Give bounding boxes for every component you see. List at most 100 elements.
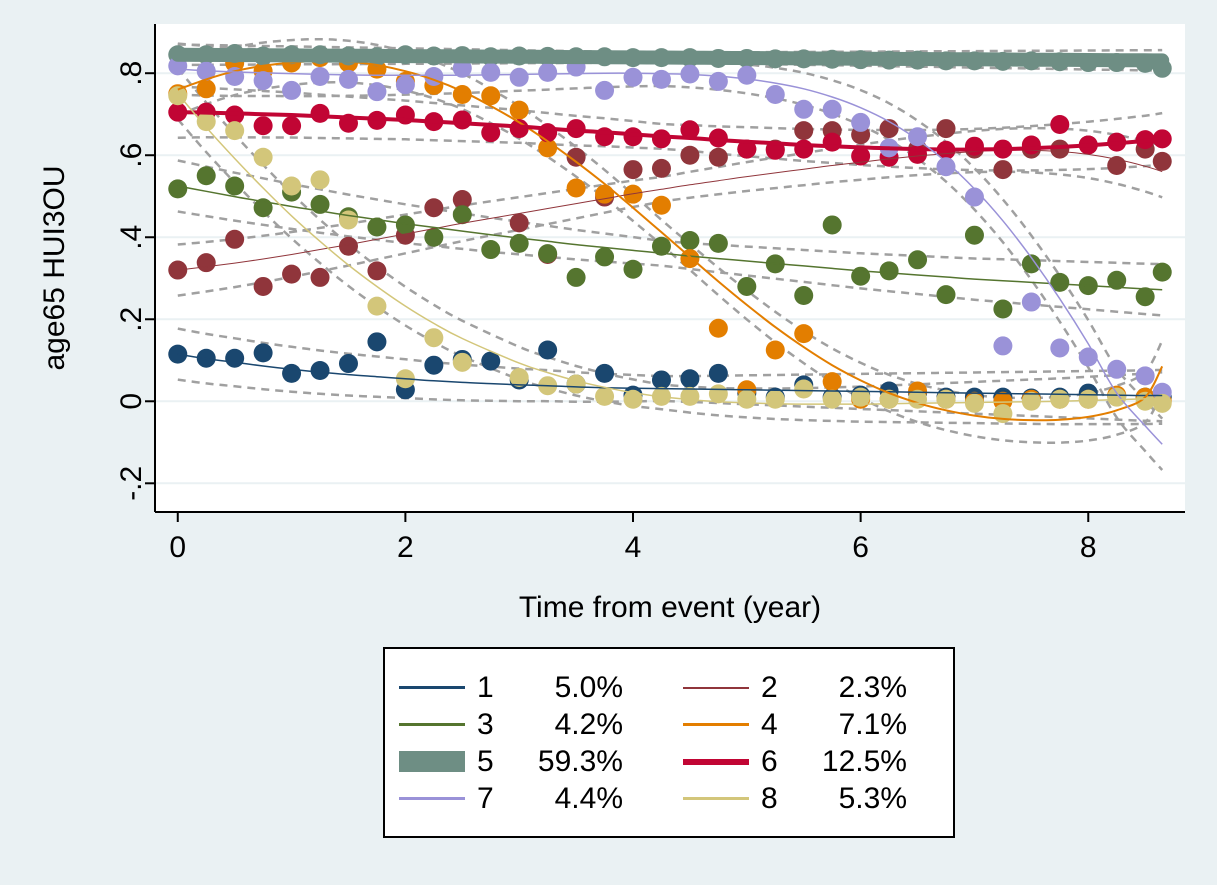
legend-swatch-series-1: [399, 686, 465, 689]
legend-swatch-series-5: [399, 751, 465, 772]
data-point-series-6: [538, 123, 558, 143]
data-point-series-3: [538, 244, 558, 264]
data-point-series-6: [253, 116, 273, 136]
fit-line-series-6: [177, 110, 1163, 152]
data-point-series-8: [1078, 389, 1098, 409]
y-tick-label: .8: [115, 61, 148, 86]
data-point-series-6: [168, 102, 188, 122]
data-point-series-7: [822, 99, 842, 119]
data-point-series-1: [680, 369, 700, 389]
data-point-series-3: [452, 205, 472, 225]
data-point-series-7: [651, 69, 671, 89]
data-point-series-6: [794, 139, 814, 159]
legend-entry-series-2: 2 2.3%: [669, 669, 953, 706]
confidence-band-series-3: [177, 159, 1163, 266]
data-point-series-3: [708, 233, 728, 253]
legend-swatch-series-6: [683, 758, 749, 765]
x-tick-label: 8: [1080, 531, 1097, 564]
legend-entry-series-5: 5 59.3%: [385, 743, 669, 780]
data-point-series-3: [623, 259, 643, 279]
data-point-series-3: [879, 261, 899, 281]
data-point-series-8: [737, 389, 757, 409]
data-point-series-2: [651, 158, 671, 178]
y-tick-label: -.2: [115, 466, 148, 501]
data-point-series-3: [1135, 287, 1155, 307]
legend-series-share: 4.4%: [554, 781, 623, 815]
data-point-series-7: [282, 80, 302, 100]
axes: -.2 0 .2 .4 .6 .8 0 2 4 6 8: [115, 24, 1185, 564]
data-point-series-7: [538, 62, 558, 82]
data-point-series-4: [566, 178, 586, 198]
data-point-series-3: [168, 179, 188, 199]
data-point-series-8: [253, 147, 273, 167]
legend-series-share: 2.3%: [838, 670, 907, 704]
data-point-series-7: [993, 336, 1013, 356]
data-point-series-6: [1021, 135, 1041, 155]
data-point-series-3: [651, 236, 671, 256]
data-point-series-3: [1152, 262, 1172, 282]
data-point-series-2: [1050, 139, 1070, 159]
data-point-series-7: [936, 157, 956, 177]
data-point-series-8: [282, 176, 302, 196]
data-point-series-1: [310, 361, 330, 381]
legend-swatch-series-3: [399, 723, 465, 726]
data-point-series-6: [452, 110, 472, 130]
data-point-series-4: [794, 324, 814, 344]
legend-entry-series-4: 4 7.1%: [669, 706, 953, 743]
confidence-band-series-8: [176, 118, 1163, 426]
x-tick-label: 4: [625, 531, 642, 564]
data-point-series-1: [168, 344, 188, 364]
data-point-series-1: [367, 332, 387, 352]
legend-series-name: 2: [761, 670, 778, 704]
data-point-series-2: [196, 253, 216, 273]
data-point-series-7: [595, 80, 615, 100]
data-point-series-6: [1152, 129, 1172, 149]
data-point-series-2: [509, 213, 529, 233]
data-point-series-3: [566, 267, 586, 287]
data-point-series-3: [822, 215, 842, 235]
legend-series-share: 7.1%: [838, 707, 907, 741]
data-point-series-2: [424, 198, 444, 218]
confidence-band-series-4: [177, 37, 1164, 400]
legend-entry-series-6: 6 12.5%: [669, 743, 953, 780]
data-point-series-3: [993, 299, 1013, 319]
data-point-series-3: [595, 247, 615, 267]
data-point-series-7: [964, 187, 984, 207]
data-point-series-2: [168, 260, 188, 280]
data-point-series-2: [253, 276, 273, 296]
data-point-series-6: [822, 132, 842, 152]
x-tick-label: 2: [397, 531, 414, 564]
data-point-series-8: [196, 112, 216, 132]
data-point-series-4: [481, 86, 501, 106]
legend-series-name: 6: [761, 744, 778, 778]
data-point-series-2: [936, 119, 956, 139]
data-point-series-6: [509, 119, 529, 139]
data-point-series-7: [623, 67, 643, 87]
data-point-series-6: [708, 128, 728, 148]
legend-swatch-series-4: [683, 723, 749, 726]
data-point-series-3: [794, 285, 814, 305]
data-point-series-8: [964, 393, 984, 413]
data-point-series-3: [1021, 254, 1041, 274]
data-point-series-3: [481, 240, 501, 260]
data-point-series-7: [1135, 366, 1155, 386]
data-point-series-1: [651, 370, 671, 390]
data-point-series-1: [225, 348, 245, 368]
data-point-series-4: [708, 318, 728, 338]
data-point-series-8: [794, 379, 814, 399]
x-tick-label: 6: [852, 531, 869, 564]
data-point-series-1: [481, 351, 501, 371]
data-point-series-6: [310, 103, 330, 123]
legend-series-name: 8: [761, 781, 778, 815]
data-point-series-3: [424, 227, 444, 247]
data-point-series-2: [367, 261, 387, 281]
data-point-series-8: [1050, 389, 1070, 409]
x-tick-label: 0: [169, 531, 186, 564]
data-point-series-3: [367, 217, 387, 237]
data-point-series-7: [1107, 359, 1127, 379]
fit-line-series-7: [177, 68, 1163, 445]
data-point-series-2: [452, 190, 472, 210]
data-point-series-6: [851, 146, 871, 166]
fit-line-series-3: [177, 185, 1163, 291]
